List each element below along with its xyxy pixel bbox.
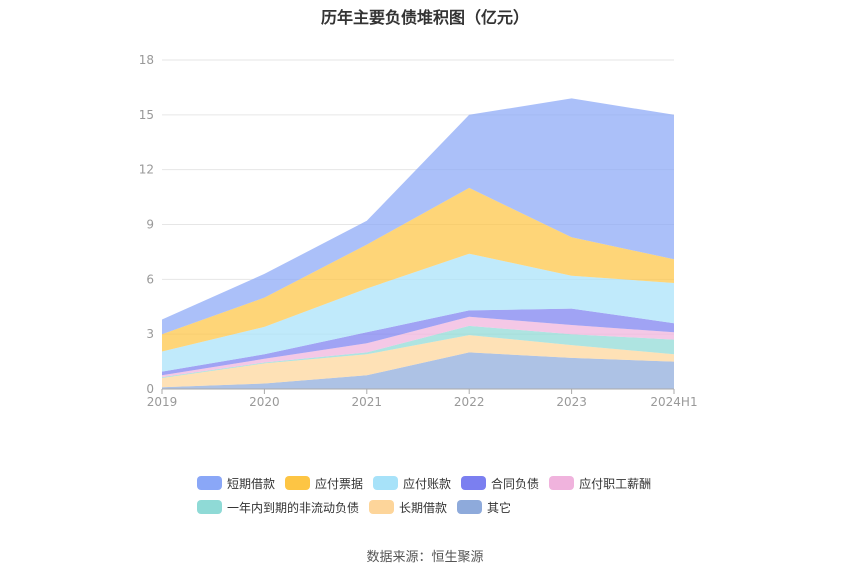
y-tick-label: 18	[139, 53, 154, 67]
area-应付职工薪酬[interactable]	[162, 316, 674, 378]
data-source: 数据来源：恒生聚源	[366, 550, 484, 565]
legend-label: 应付职工薪酬	[579, 476, 652, 491]
area-应付票据[interactable]	[162, 187, 674, 352]
legend-swatch	[461, 476, 487, 490]
x-tick-label: 2022	[454, 395, 485, 409]
legend-row: 一年内到期的非流动负债 长期借款 其它	[197, 496, 677, 518]
y-tick-label: 3	[146, 327, 154, 341]
legend-label: 一年内到期的非流动负债	[227, 500, 360, 515]
legend-label: 合同负债	[491, 476, 540, 491]
area-其它[interactable]	[162, 352, 674, 389]
y-tick-label: 15	[139, 108, 154, 122]
y-tick-label: 12	[139, 163, 154, 177]
legend-swatch	[197, 500, 222, 514]
legend-item[interactable]: 应付票据	[285, 475, 363, 492]
legend-item[interactable]: 应付账款	[373, 475, 451, 492]
area-长期借款[interactable]	[162, 335, 674, 388]
axes: 0 3 6 9 12 15 18 2019 2020 2021 2022 2023 2024H1	[139, 53, 698, 409]
x-tick-label: 2020	[249, 395, 280, 409]
legend: 短期借款 应付票据 应付账款 合同负债 应付职工薪酬一年内到期的非流动负债 长期借款 其它	[197, 472, 677, 520]
legend-item[interactable]: 长期借款	[369, 499, 447, 516]
legend-item[interactable]: 其它	[457, 499, 511, 516]
legend-label: 应付票据	[315, 476, 364, 491]
area-一年内到期的非流动负债[interactable]	[162, 325, 674, 378]
legend-item[interactable]: 一年内到期的非流动负债	[197, 499, 359, 516]
area-series	[162, 98, 674, 389]
legend-label: 应付账款	[403, 476, 452, 491]
y-tick-label: 0	[146, 382, 154, 396]
area-应付账款[interactable]	[162, 253, 674, 372]
legend-label: 短期借款	[227, 476, 276, 491]
legend-item[interactable]: 短期借款	[197, 475, 275, 492]
x-tick-label: 2023	[556, 395, 587, 409]
legend-swatch	[549, 476, 575, 490]
y-tick-label: 9	[146, 218, 154, 232]
legend-swatch	[457, 500, 483, 514]
legend-swatch	[285, 476, 311, 490]
area-合同负债[interactable]	[162, 308, 674, 376]
area-短期借款[interactable]	[162, 98, 674, 335]
x-tick-label: 2019	[147, 395, 178, 409]
legend-item[interactable]: 应付职工薪酬	[549, 475, 651, 492]
x-tick-label: 2021	[352, 395, 383, 409]
legend-item[interactable]: 合同负债	[461, 475, 539, 492]
legend-label: 其它	[487, 500, 512, 515]
legend-swatch	[373, 476, 399, 490]
x-tick-label: 2024H1	[650, 395, 697, 409]
y-tick-label: 6	[146, 272, 154, 286]
legend-label: 长期借款	[399, 500, 448, 515]
legend-swatch	[197, 476, 222, 490]
chart-title: 历年主要负债堆积图（亿元）	[320, 8, 529, 27]
legend-row: 短期借款 应付票据 应付账款 合同负债 应付职工薪酬	[197, 472, 677, 494]
legend-swatch	[369, 500, 395, 514]
